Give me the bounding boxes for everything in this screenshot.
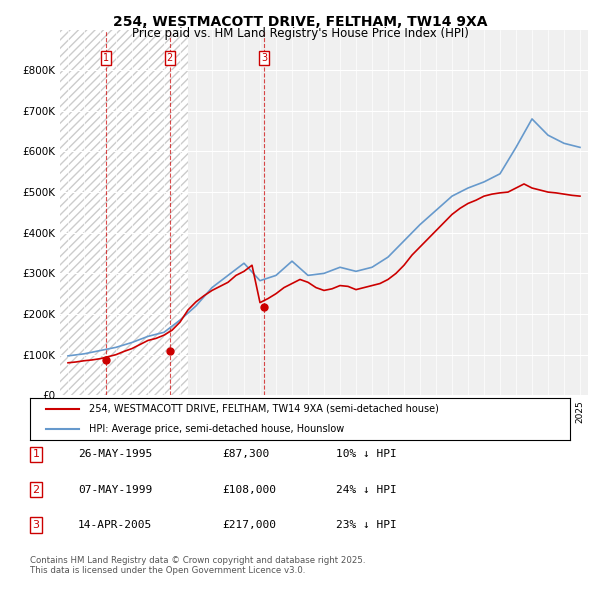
Text: 26-MAY-1995: 26-MAY-1995: [78, 450, 152, 459]
Text: 14-APR-2005: 14-APR-2005: [78, 520, 152, 530]
Text: £217,000: £217,000: [222, 520, 276, 530]
Text: 1: 1: [32, 450, 40, 459]
Text: £87,300: £87,300: [222, 450, 269, 459]
Text: 2: 2: [32, 485, 40, 494]
Text: 2: 2: [166, 53, 173, 63]
Text: HPI: Average price, semi-detached house, Hounslow: HPI: Average price, semi-detached house,…: [89, 424, 344, 434]
Text: Contains HM Land Registry data © Crown copyright and database right 2025.
This d: Contains HM Land Registry data © Crown c…: [30, 556, 365, 575]
Bar: [60, 30, 188, 395]
Text: Price paid vs. HM Land Registry's House Price Index (HPI): Price paid vs. HM Land Registry's House …: [131, 27, 469, 40]
Text: £108,000: £108,000: [222, 485, 276, 494]
Text: 1: 1: [103, 53, 109, 63]
Text: 10% ↓ HPI: 10% ↓ HPI: [336, 450, 397, 459]
Text: 3: 3: [32, 520, 40, 530]
Text: 07-MAY-1999: 07-MAY-1999: [78, 485, 152, 494]
Text: 254, WESTMACOTT DRIVE, FELTHAM, TW14 9XA: 254, WESTMACOTT DRIVE, FELTHAM, TW14 9XA: [113, 15, 487, 29]
Text: 3: 3: [262, 53, 268, 63]
Text: 24% ↓ HPI: 24% ↓ HPI: [336, 485, 397, 494]
Text: 23% ↓ HPI: 23% ↓ HPI: [336, 520, 397, 530]
Text: 254, WESTMACOTT DRIVE, FELTHAM, TW14 9XA (semi-detached house): 254, WESTMACOTT DRIVE, FELTHAM, TW14 9XA…: [89, 404, 439, 414]
